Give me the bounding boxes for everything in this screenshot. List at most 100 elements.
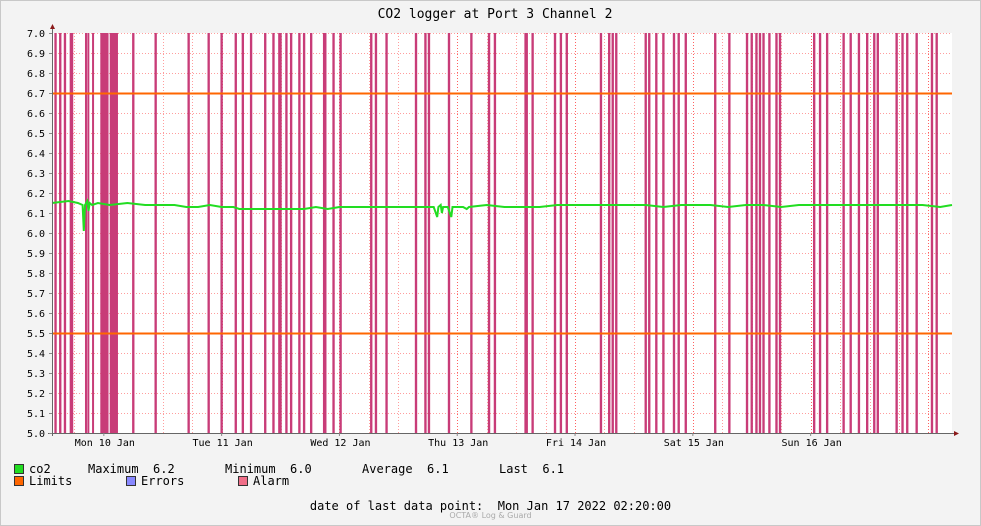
alarm-bar (812, 33, 816, 433)
last-label: Last (499, 462, 528, 476)
alarm-bar (755, 33, 758, 433)
alarm-bar (762, 33, 765, 433)
alarm-bar (750, 33, 753, 433)
alarm-bar (207, 33, 210, 433)
alarm-bar (553, 33, 557, 433)
legend-alarm-row: Alarm (238, 474, 289, 488)
y-tick-label: 6.5 (27, 129, 45, 140)
alarm-bar (818, 33, 822, 433)
legend-maximum: Maximum 6.2 (88, 462, 175, 476)
alarm-bar (565, 33, 568, 433)
alarm-bar (92, 33, 95, 433)
y-tick-label: 5.5 (27, 329, 45, 340)
y-tick-label: 5.2 (27, 389, 45, 400)
alarm-bar (272, 33, 275, 433)
alarm-bar (447, 33, 451, 433)
x-tick-label: Wed 12 Jan (310, 438, 370, 449)
alarm-swatch (238, 476, 248, 486)
alarm-bar (655, 33, 658, 433)
last-data-point: date of last data point: Mon Jan 17 2022… (0, 499, 981, 513)
y-tick-label: 7.0 (27, 29, 45, 40)
alarm-bar (470, 33, 473, 433)
alarm-bar (778, 33, 782, 433)
x-tick-label: Sat 15 Jan (664, 438, 724, 449)
alarm-bar (59, 33, 62, 433)
alarm-bar (768, 33, 771, 433)
alarm-bar (559, 33, 563, 433)
limits-swatch (14, 476, 24, 486)
alarm-bar (109, 33, 118, 433)
y-tick-label: 5.6 (27, 309, 45, 320)
alarm-bar (611, 33, 614, 433)
alarm-bar (745, 33, 749, 433)
chart-area: CO2 logger at Port 3 Channel 2 5.0 5.1 5.2… (27, 7, 959, 449)
chart-title: CO2 logger at Port 3 Channel 2 (378, 7, 613, 22)
alarm-bar (775, 33, 778, 433)
average-label: Average (362, 462, 413, 476)
alarm-bar (154, 33, 157, 433)
y-tick-label: 6.9 (27, 49, 45, 60)
legend-limits-label: Limits (29, 474, 73, 488)
alarm-bar (895, 33, 898, 433)
alarm-bar (249, 33, 253, 433)
series-line-co2 (51, 197, 953, 232)
alarm-bar (906, 33, 909, 433)
x-tick-label: Tue 11 Jan (193, 438, 253, 449)
alarm-bar (220, 33, 223, 433)
minimum-value: 6.0 (290, 462, 312, 476)
alarm-bar (63, 33, 67, 433)
y-tick-label: 5.9 (27, 249, 45, 260)
alarm-bar (54, 33, 57, 433)
alarm-bar (493, 33, 497, 433)
alarm-bar (187, 33, 190, 433)
alarm-bar (241, 33, 245, 433)
alarm-bar (234, 33, 237, 433)
y-tick-label: 6.8 (27, 69, 45, 80)
y-tick-label: 6.0 (27, 229, 45, 240)
alarm-bar (339, 33, 342, 433)
alarm-bar (677, 33, 680, 433)
alarm-bar (662, 33, 665, 433)
legend-average: Average 6.1 (362, 462, 449, 476)
alarm-bar (648, 33, 651, 433)
alarm-bar (524, 33, 528, 433)
alarm-bar (849, 33, 852, 433)
legend-co2-label: co2 (29, 462, 51, 476)
legend-limits-row: Limits (14, 474, 72, 488)
alarm-bar (758, 33, 762, 433)
y-tick-label: 5.7 (27, 289, 45, 300)
alarm-bar (873, 33, 876, 433)
legend-minimum: Minimum 6.0 (225, 462, 312, 476)
alarm-bar (901, 33, 904, 433)
y-tick-label: 5.3 (27, 369, 45, 380)
alarm-bar (427, 33, 431, 433)
alarm-bar (414, 33, 418, 433)
average-value: 6.1 (427, 462, 449, 476)
alarm-bar (825, 33, 829, 433)
alarm-bar (302, 33, 306, 433)
alarm-bar (876, 33, 879, 433)
x-axis-arrow (954, 431, 959, 436)
alarm-bar (132, 33, 135, 433)
alarm-bar (264, 33, 267, 433)
y-tick-label: 5.4 (27, 349, 45, 360)
alarm-bar (424, 33, 427, 433)
last-data-point-label: date of last data point: (309, 499, 484, 513)
alarm-bar (69, 33, 74, 433)
alarm-bar (915, 33, 918, 433)
alarm-bar (309, 33, 313, 433)
alarm-bar (672, 33, 676, 433)
y-tick-label: 6.3 (27, 169, 45, 180)
x-tick-label: Thu 13 Jan (428, 438, 488, 449)
y-tick-label: 5.1 (27, 409, 45, 420)
y-tick-label: 6.7 (27, 89, 45, 100)
maximum-value: 6.2 (153, 462, 175, 476)
alarm-bar (289, 33, 293, 433)
alarm-bar (100, 33, 109, 433)
x-tick-label: Sun 16 Jan (782, 438, 842, 449)
y-tick-label: 6.1 (27, 209, 45, 220)
alarm-bar (728, 33, 731, 433)
alarm-bar (298, 33, 301, 433)
y-tick-label: 6.2 (27, 189, 45, 200)
alarm-bar (374, 33, 378, 433)
